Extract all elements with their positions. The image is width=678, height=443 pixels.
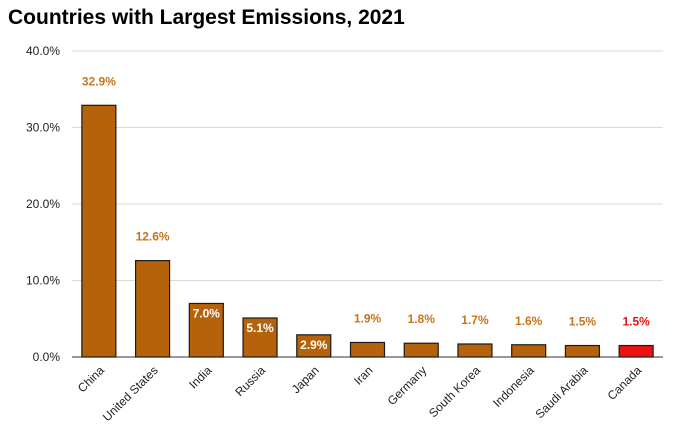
x-tick-label: Indonesia (490, 363, 537, 410)
y-tick-label: 0.0% (33, 350, 61, 364)
x-tick-label: Russia (232, 363, 268, 399)
bar-south-korea[interactable] (457, 343, 493, 358)
data-label: 32.9% (82, 74, 116, 88)
bar-saudi-arabia[interactable] (564, 344, 601, 358)
x-tick-label: China (75, 363, 107, 395)
y-tick-label: 30.0% (26, 121, 60, 135)
x-tick-label: Germany (385, 363, 430, 408)
y-tick-label: 10.0% (26, 274, 60, 288)
x-tick-label: United States (100, 363, 161, 424)
data-label: 1.6% (515, 314, 543, 328)
data-label: 1.8% (408, 312, 436, 326)
data-label: 1.7% (461, 313, 489, 327)
x-tick-label: South Korea (426, 363, 483, 420)
x-tick-label: Iran (351, 363, 376, 388)
bar-united-states[interactable] (134, 260, 171, 358)
data-label: 2.9% (300, 338, 328, 352)
data-label: 1.9% (354, 311, 382, 325)
chart-title: Countries with Largest Emissions, 2021 (8, 6, 405, 29)
bar-india[interactable] (188, 302, 224, 358)
data-label: 1.5% (622, 315, 650, 329)
x-tick-label: India (186, 363, 215, 392)
data-label: 12.6% (136, 230, 170, 244)
bar-germany[interactable] (403, 342, 439, 358)
bar-iran[interactable] (349, 341, 386, 358)
x-tick-label: Saudi Arabia (533, 363, 591, 421)
data-label: 1.5% (569, 315, 597, 329)
data-label: 5.1% (246, 321, 274, 335)
bar-japan[interactable] (296, 334, 332, 358)
x-tick-label: Canada (605, 363, 645, 403)
bar-china[interactable] (81, 104, 117, 358)
y-tick-label: 20.0% (26, 197, 60, 211)
bar-indonesia[interactable] (511, 344, 547, 358)
data-label: 7.0% (193, 306, 221, 320)
bar-russia[interactable] (242, 317, 278, 358)
bar-canada[interactable] (618, 344, 654, 358)
y-tick-label: 40.0% (26, 44, 60, 58)
x-tick-label: Japan (289, 363, 322, 396)
